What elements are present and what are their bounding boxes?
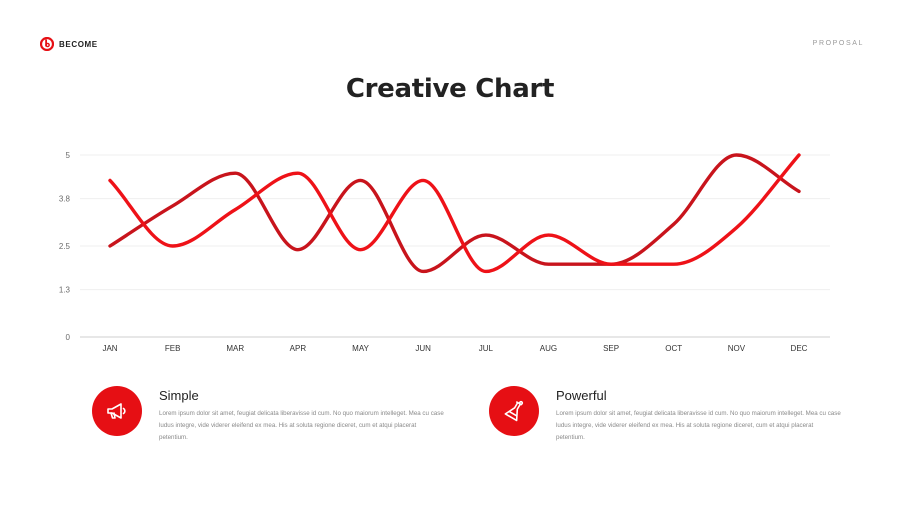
brand-logo: BECOME [40,37,98,51]
feature-text: Lorem ipsum dolor sit amet, feugiat deli… [556,410,841,441]
x-tick-label: APR [290,344,307,353]
feature-title: Simple [159,388,199,403]
y-tick-label: 0 [66,333,71,342]
feature-title: Powerful [556,388,607,403]
page-title: Creative Chart [345,74,555,104]
x-tick-label: AUG [540,344,557,353]
x-tick-label: MAR [226,344,244,353]
flask-icon [504,400,524,422]
section-label: PROPOSAL [812,40,864,47]
feature-text: Lorem ipsum dolor sit amet, feugiat deli… [159,410,444,441]
x-tick-label: DEC [791,344,808,353]
y-tick-label: 3.8 [59,195,71,204]
y-tick-label: 5 [66,151,71,160]
x-tick-label: FEB [165,344,181,353]
x-tick-label: JUL [479,344,494,353]
feature-icon-circle [489,386,539,436]
line-chart: 0 1.3 2.5 3.8 5 JAN FEB MAR APR MAY JUN JUL AUG SEP OC… [59,151,830,353]
x-tick-label: NOV [728,344,746,353]
y-tick-label: 2.5 [59,242,71,251]
x-tick-label: MAY [352,344,369,353]
x-tick-label: JUN [415,344,431,353]
x-tick-label: SEP [603,344,619,353]
series-line-2 [108,153,801,274]
megaphone-icon [107,403,126,419]
brand-mark-icon [40,37,54,51]
feature-icon-circle [92,386,142,436]
brand-name: BECOME [59,39,98,49]
x-tick-label: OCT [665,344,682,353]
y-tick-label: 1.3 [59,286,71,295]
series-line-1 [108,153,801,274]
x-tick-label: JAN [102,344,117,353]
